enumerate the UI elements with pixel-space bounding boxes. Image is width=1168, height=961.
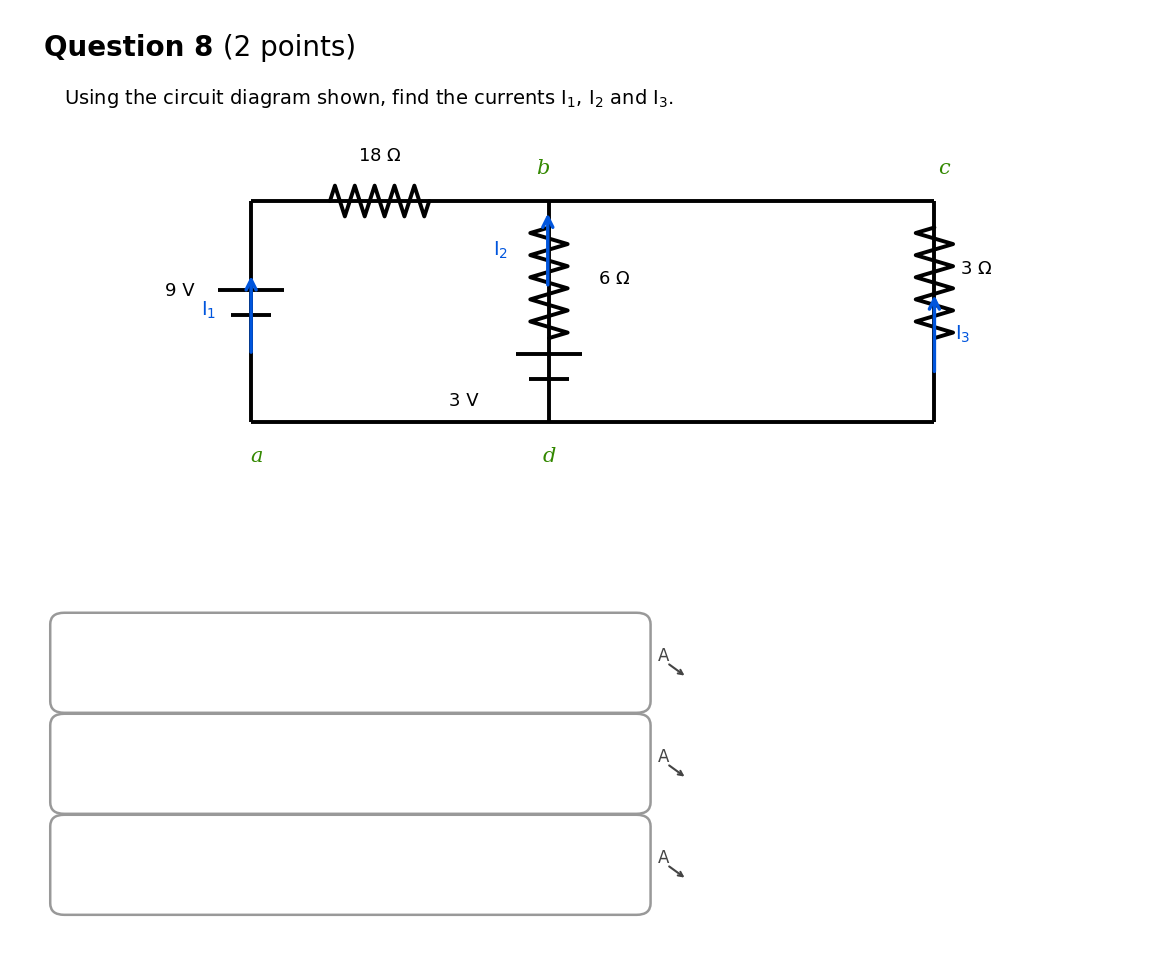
Text: 3 V: 3 V — [450, 391, 479, 409]
Text: c: c — [938, 159, 950, 178]
Text: Question 8: Question 8 — [44, 34, 214, 62]
Text: b: b — [536, 159, 550, 178]
Text: 6 $\Omega$: 6 $\Omega$ — [598, 270, 631, 287]
FancyBboxPatch shape — [50, 613, 651, 713]
FancyBboxPatch shape — [50, 815, 651, 915]
Text: a: a — [251, 447, 263, 466]
Text: $\mathrm{I}_2$: $\mathrm{I}_2$ — [493, 239, 508, 260]
Text: d: d — [542, 447, 556, 466]
FancyBboxPatch shape — [50, 714, 651, 814]
Text: A: A — [658, 647, 669, 664]
Text: (2 points): (2 points) — [214, 34, 356, 62]
Text: $\mathrm{I}_1$: $\mathrm{I}_1$ — [201, 299, 216, 321]
Text: 3 $\Omega$: 3 $\Omega$ — [960, 260, 993, 278]
Text: Using the circuit diagram shown, find the currents $\mathrm{I}_1$, $\mathrm{I}_2: Using the circuit diagram shown, find th… — [64, 86, 674, 110]
Text: A: A — [658, 748, 669, 765]
Text: $\mathrm{I}_3$: $\mathrm{I}_3$ — [955, 323, 971, 345]
Text: 9 V: 9 V — [166, 283, 195, 300]
Text: A: A — [658, 849, 669, 866]
Text: 18 $\Omega$: 18 $\Omega$ — [357, 147, 402, 165]
